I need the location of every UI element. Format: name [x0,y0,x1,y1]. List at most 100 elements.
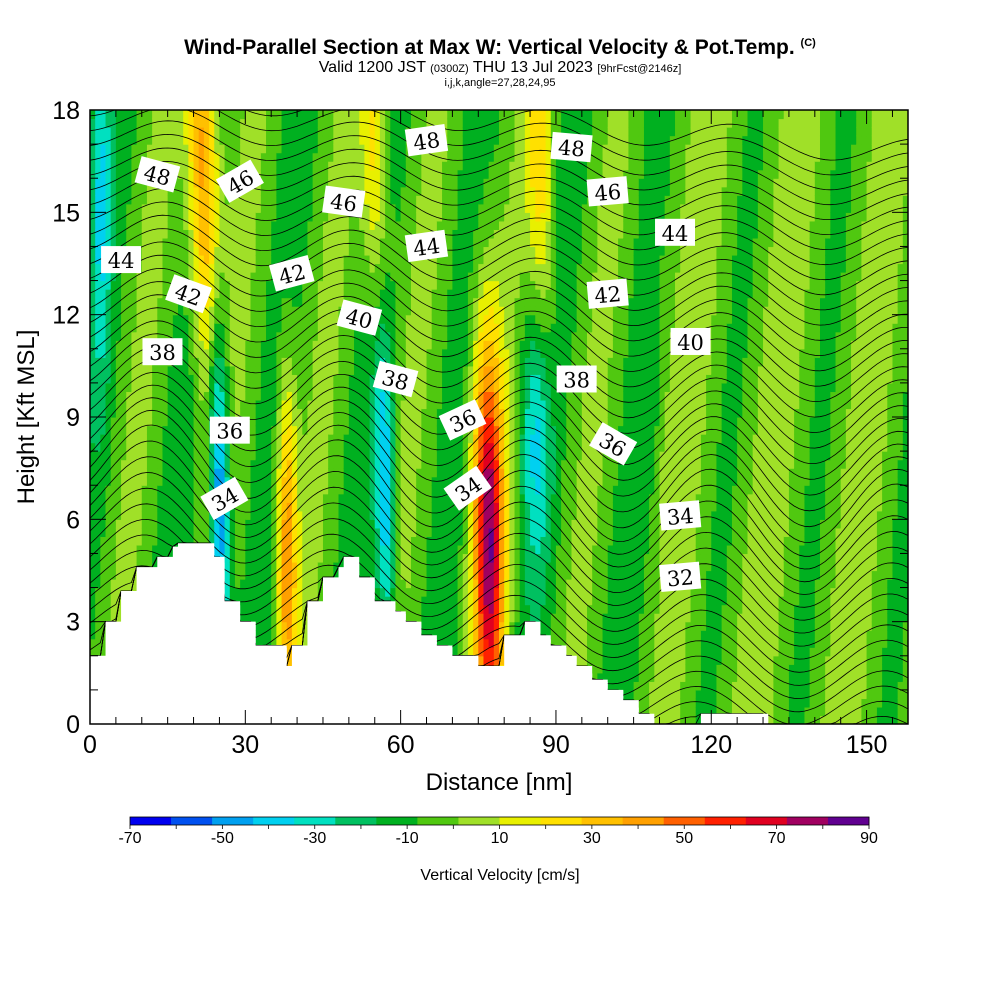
velocity-cell [462,536,469,546]
velocity-cell [126,468,133,478]
velocity-cell [203,510,210,520]
velocity-cell [493,203,500,213]
velocity-cell [146,314,153,324]
velocity-cell [90,604,96,614]
velocity-cell [286,220,293,230]
velocity-cell [317,306,324,316]
velocity-cell [157,212,164,222]
velocity-cell [457,519,464,529]
velocity-cell [462,468,469,478]
velocity-cell [374,596,381,606]
velocity-cell [136,289,143,299]
velocity-cell [90,434,96,444]
velocity-cell [302,399,309,410]
velocity-cell [333,536,340,546]
velocity-cell [115,468,122,478]
velocity-cell [400,536,407,546]
velocity-cell [322,152,329,162]
velocity-cell [95,399,101,410]
velocity-cell [473,451,479,461]
velocity-cell [219,408,226,418]
velocity-cell [431,527,438,537]
velocity-cell [333,263,340,273]
velocity-cell [436,510,443,520]
velocity-cell [390,485,397,495]
velocity-cell [219,254,226,265]
velocity-cell [110,203,117,213]
velocity-cell [421,553,428,563]
velocity-cell [266,280,272,290]
velocity-cell [431,254,438,265]
velocity-cell [291,434,298,444]
velocity-cell [312,596,319,606]
velocity-cell [343,468,350,478]
velocity-cell [291,459,298,469]
velocity-cell [198,519,205,529]
velocity-cell [493,118,500,128]
velocity-cell [457,638,464,648]
velocity-cell [457,314,464,324]
velocity-cell [488,382,495,393]
velocity-cell [436,442,443,452]
velocity-cell [312,203,319,213]
velocity-cell [188,263,195,273]
velocity-cell [255,374,262,384]
velocity-cell [276,110,283,120]
velocity-cell [126,144,133,154]
velocity-cell [473,365,479,375]
velocity-cell [297,613,303,623]
velocity-cell [105,553,112,563]
velocity-cell [214,297,221,307]
velocity-cell [260,237,267,248]
velocity-cell [152,553,158,563]
velocity-cell [266,212,272,222]
velocity-cell [467,229,474,239]
velocity-cell [499,374,505,384]
velocity-cell [214,152,221,162]
velocity-cell [379,570,386,580]
velocity-cell [452,348,459,358]
velocity-cell [478,630,485,640]
velocity-cell [390,417,397,427]
velocity-cell [234,135,241,145]
velocity-cell [126,425,133,435]
velocity-cell [473,434,479,444]
velocity-cell [390,306,397,316]
velocity-cell [167,476,174,486]
velocity-cell [395,186,402,196]
velocity-cell [483,357,490,367]
velocity-cell [90,118,96,128]
velocity-cell [198,451,205,461]
velocity-cell [478,314,485,324]
velocity-cell [348,118,355,128]
velocity-cell [266,144,272,154]
velocity-cell [514,493,521,503]
velocity-cell [410,297,417,307]
velocity-cell [178,510,184,520]
velocity-cell [188,144,195,154]
velocity-cell [250,203,257,213]
velocity-cell [162,186,169,196]
velocity-cell [421,451,428,461]
velocity-cell [250,195,257,205]
velocity-cell [312,417,319,427]
velocity-cell [250,493,257,503]
velocity-cell [307,306,314,316]
velocity-cell [234,280,241,290]
velocity-cell [266,169,272,179]
velocity-cell [146,195,153,205]
velocity-cell [95,553,101,563]
velocity-cell [452,570,459,580]
velocity-cell [447,476,454,486]
velocity-cell [493,417,500,427]
velocity-cell [354,161,360,171]
velocity-cell [322,340,329,350]
velocity-cell [333,391,340,401]
velocity-cell [209,323,215,333]
velocity-cell [245,613,252,623]
velocity-cell [457,630,464,640]
velocity-cell [379,408,386,418]
velocity-cell [224,144,231,154]
velocity-cell [410,186,417,196]
velocity-cell [203,485,210,495]
